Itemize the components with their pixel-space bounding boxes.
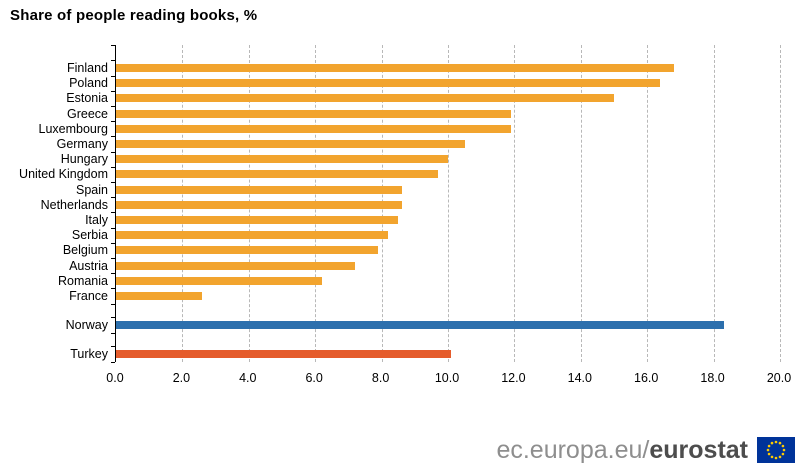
y-tick <box>111 332 115 334</box>
category-label-turkey: Turkey <box>70 347 108 361</box>
category-label-italy: Italy <box>85 213 108 227</box>
y-tick <box>111 151 115 153</box>
x-tick-label: 10.0 <box>434 371 460 385</box>
bar-norway <box>116 321 724 329</box>
y-tick <box>111 106 115 107</box>
bar-estonia <box>116 94 614 103</box>
y-tick <box>111 60 115 62</box>
x-tick-label: 18.0 <box>700 371 725 385</box>
bar-greece <box>116 109 512 118</box>
y-tick <box>111 121 115 123</box>
y-tick <box>111 227 115 229</box>
category-label-spain: Spain <box>76 182 108 197</box>
category-label-germany: Germany <box>56 137 108 151</box>
x-tick-label: 0.0 <box>106 371 124 385</box>
footer-domain-text: ec.europa.eu/ <box>496 435 650 464</box>
bar-finland <box>116 64 674 72</box>
y-tick <box>111 182 115 183</box>
bar-france <box>116 292 203 300</box>
category-label-estonia: Estonia <box>66 91 108 106</box>
bar-belgium <box>116 246 379 255</box>
y-tick <box>111 288 115 290</box>
y-tick <box>111 346 115 348</box>
y-tick <box>111 75 115 77</box>
gridline <box>448 45 449 362</box>
bar-austria <box>116 261 356 270</box>
footer-url: ec.europa.eu/eurostat <box>496 435 748 464</box>
category-label-romania: Romania <box>57 273 108 288</box>
bar-serbia <box>116 231 389 240</box>
category-label-austria: Austria <box>69 258 108 273</box>
y-tick <box>111 212 115 214</box>
y-tick <box>111 242 115 244</box>
x-tick-label: 16.0 <box>634 371 659 385</box>
bar-luxembourg <box>116 124 512 133</box>
bar-hungary <box>116 155 448 164</box>
x-tick-label: 4.0 <box>239 371 257 385</box>
plot-area <box>111 45 781 363</box>
x-tick-label: 6.0 <box>305 371 323 385</box>
bar-romania <box>116 276 322 285</box>
gridline <box>780 45 781 362</box>
x-tick-label: 14.0 <box>567 371 592 385</box>
gridline <box>580 45 582 362</box>
chart-title: Share of people reading books, % <box>10 7 258 24</box>
x-tick-label: 20.0 <box>766 371 792 385</box>
bar-turkey <box>116 350 452 358</box>
category-label-poland: Poland <box>69 76 108 91</box>
y-tick <box>111 90 115 92</box>
x-tick-label: 8.0 <box>371 371 390 385</box>
y-tick <box>111 273 115 275</box>
bar-italy <box>116 216 399 224</box>
category-label-norway: Norway <box>65 318 108 332</box>
category-label-france: France <box>69 289 108 303</box>
gridline <box>713 45 715 362</box>
category-label-united-kingdom: United Kingdom <box>19 167 108 182</box>
category-label-greece: Greece <box>67 106 108 121</box>
bar-germany <box>116 140 465 148</box>
y-tick <box>111 317 115 319</box>
x-tick-label: 2.0 <box>172 371 191 385</box>
y-tick <box>111 258 115 259</box>
y-tick <box>111 361 115 363</box>
footer-brand-text: eurostat <box>649 435 748 464</box>
eurostat-footer: ec.europa.eu/eurostat <box>496 437 795 463</box>
y-tick <box>111 136 115 138</box>
category-label-luxembourg: Luxembourg <box>38 121 109 136</box>
eu-flag-icon <box>757 437 795 463</box>
category-label-finland: Finland <box>67 61 108 75</box>
gridline <box>647 45 649 362</box>
category-label-hungary: Hungary <box>60 152 108 167</box>
bar-netherlands <box>116 200 402 209</box>
y-tick <box>111 166 115 168</box>
gridline <box>514 45 516 362</box>
bar-spain <box>116 185 402 194</box>
bar-united-kingdom <box>116 170 439 179</box>
y-tick <box>111 303 115 305</box>
category-label-netherlands: Netherlands <box>40 197 108 212</box>
bar-poland <box>116 79 661 88</box>
y-tick <box>111 197 115 199</box>
category-label-serbia: Serbia <box>71 228 108 243</box>
x-tick-label: 12.0 <box>501 371 526 385</box>
y-tick <box>111 45 115 46</box>
category-label-belgium: Belgium <box>62 243 108 258</box>
